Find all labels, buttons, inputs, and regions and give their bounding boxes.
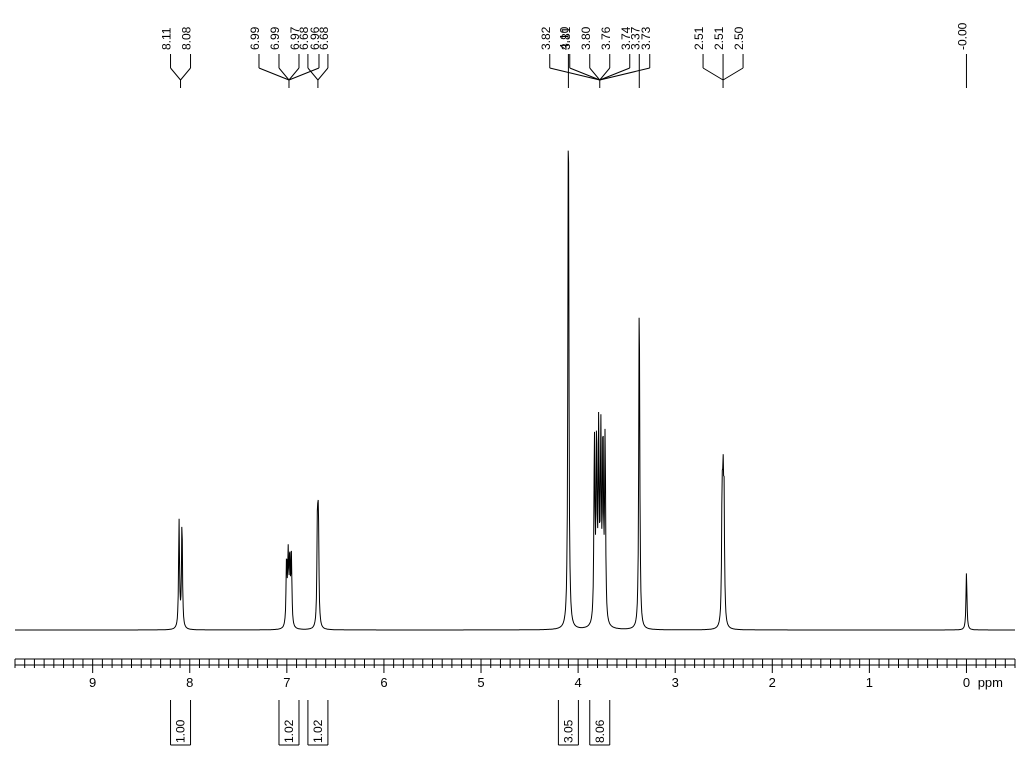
peak-label-converge xyxy=(181,68,191,80)
axis-tick-label: 7 xyxy=(283,675,290,690)
peak-ppm-label: 3.82 xyxy=(539,26,553,50)
integration-value: 1.02 xyxy=(311,719,325,743)
axis-tick-label: 3 xyxy=(672,675,679,690)
axis-tick-label: 5 xyxy=(477,675,484,690)
axis-tick-label: 0 xyxy=(963,675,970,690)
peak-ppm-label: 6.68 xyxy=(297,26,311,50)
axis-label: ppm xyxy=(978,675,1003,690)
peak-label-converge xyxy=(171,68,181,80)
axis-tick-label: 1 xyxy=(866,675,873,690)
integration-value: 8.06 xyxy=(593,719,607,743)
axis-tick-label: 8 xyxy=(186,675,193,690)
spectrum-trace xyxy=(15,151,1015,630)
axis-tick-label: 2 xyxy=(769,675,776,690)
peak-label-converge xyxy=(318,68,328,80)
axis-tick-label: 6 xyxy=(380,675,387,690)
integration-value: 1.02 xyxy=(282,719,296,743)
peak-label-converge xyxy=(723,68,743,80)
peak-label-converge xyxy=(703,68,723,80)
peak-ppm-label: 3.80 xyxy=(579,26,593,50)
axis-tick-label: 4 xyxy=(574,675,581,690)
peak-ppm-label: 3.76 xyxy=(599,26,613,50)
peak-ppm-label: 8.11 xyxy=(160,27,174,50)
peak-ppm-label: 3.81 xyxy=(559,26,573,50)
peak-ppm-label: 6.99 xyxy=(248,26,262,50)
nmr-spectrum: 9876543210ppm8.118.086.996.996.976.966.6… xyxy=(0,0,1030,767)
peak-ppm-label: 6.99 xyxy=(268,26,282,50)
axis-tick-label: 9 xyxy=(89,675,96,690)
peak-label-converge xyxy=(308,68,318,80)
integration-value: 1.00 xyxy=(174,719,188,743)
peak-ppm-label: 6.68 xyxy=(317,26,331,50)
integration-value: 3.05 xyxy=(561,719,575,743)
peak-ppm-label: 2.51 xyxy=(712,26,726,50)
peak-ppm-label: 2.50 xyxy=(732,26,746,50)
peak-ppm-label: -0.00 xyxy=(955,22,969,50)
peak-ppm-label: 2.51 xyxy=(692,26,706,50)
peak-ppm-label: 8.08 xyxy=(180,26,194,50)
peak-ppm-label: 3.37 xyxy=(628,26,642,50)
